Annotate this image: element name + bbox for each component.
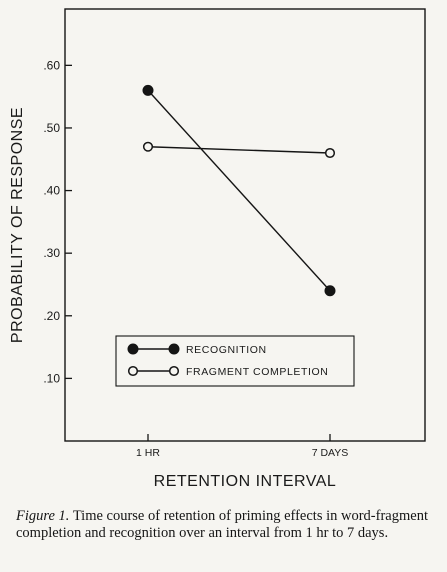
legend-marker: [127, 365, 139, 377]
fragment-completion-point: [142, 141, 154, 152]
x-tick-label: 1 HR: [136, 447, 160, 459]
series-layer: [142, 84, 336, 297]
y-axis-title: PROBABILITY OF RESPONSE: [9, 107, 26, 343]
legend-marker: [127, 343, 139, 355]
y-tick-label: .20: [43, 309, 60, 323]
legend-label-fragment-completion: FRAGMENT COMPLETION: [186, 366, 328, 378]
y-tick-label: .50: [43, 121, 60, 135]
legend-box: [115, 335, 355, 387]
line-chart: .10 .20 .30 .40 .50 .60 1 HR 7 DAYS RETENTION …: [9, 8, 426, 490]
figure-caption: Figure 1. Time course of retention of pr…: [16, 508, 432, 542]
y-tick-label: .30: [43, 246, 60, 260]
y-axis-ticks: .10 .20 .30 .40 .50 .60: [43, 58, 72, 385]
legend-marker: [168, 343, 180, 355]
x-axis-title: RETENTION INTERVAL: [154, 473, 337, 490]
x-tick-label: 7 DAYS: [312, 447, 349, 459]
legend: RECOGNITION FRAGMENT COMPLETION: [115, 335, 355, 387]
y-tick-label: .60: [43, 58, 60, 72]
legend-marker: [168, 365, 180, 377]
series-line-recognition: [147, 89, 331, 292]
series-line-fragment-completion: [147, 146, 331, 154]
caption-text: Time course of retention of priming effe…: [16, 508, 428, 541]
fragment-completion-point: [324, 147, 336, 159]
y-tick-label: .40: [43, 184, 60, 198]
recognition-point: [142, 84, 154, 96]
recognition-point: [324, 285, 336, 297]
y-tick-label: .10: [43, 371, 60, 385]
x-axis-ticks: 1 HR 7 DAYS: [136, 434, 348, 459]
legend-label-recognition: RECOGNITION: [186, 344, 267, 356]
plot-frame: [64, 8, 426, 442]
figure-label: Figure 1.: [16, 508, 70, 524]
